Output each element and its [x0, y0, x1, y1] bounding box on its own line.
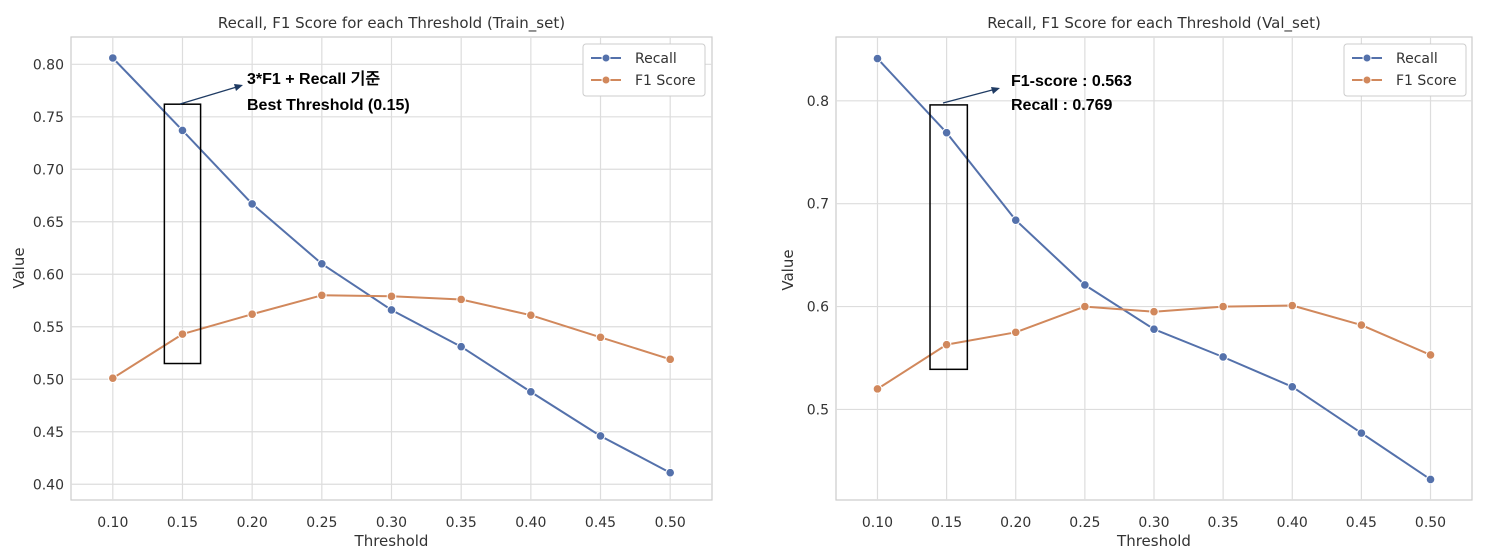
val-recall-point — [941, 127, 952, 138]
val-annotation-arrow — [942, 88, 997, 104]
train-annotation-arrowhead — [234, 84, 243, 91]
train-recall-point — [177, 125, 188, 136]
val-annotation-line-2: Recall : 0.769 — [1011, 97, 1113, 114]
val-annotation-arrowhead — [991, 87, 1000, 94]
train-y-axis-label: Value — [10, 247, 28, 288]
train-y-tick-label: 0.40 — [33, 477, 64, 493]
val-legend: Recall F1 Score — [1343, 43, 1467, 97]
val-x-axis-label: Threshold — [1116, 532, 1191, 550]
val-x-tick-label: 0.20 — [1000, 515, 1031, 531]
train-highlight-box — [163, 103, 202, 365]
train-recall-point — [526, 387, 536, 397]
val-f1-point — [872, 384, 883, 394]
train-f1-point — [177, 329, 188, 339]
train-y-tick-label: 0.45 — [33, 425, 64, 441]
train-legend-f1-marker — [601, 75, 611, 85]
val-highlight-box — [929, 104, 969, 371]
train-f1-point — [247, 309, 257, 319]
val-recall-point — [1010, 215, 1021, 225]
val-f1-point — [1010, 327, 1021, 338]
train-f1-point — [595, 332, 606, 343]
train-recall-point — [317, 258, 327, 269]
val-recall-point — [872, 53, 883, 64]
train-recall-point — [456, 341, 466, 352]
val-legend-recall-marker — [1362, 53, 1372, 63]
val-x-tick-label: 0.40 — [1277, 515, 1308, 531]
train-x-tick-label: 0.30 — [376, 515, 407, 531]
train-annotation: 3*F1 + Recall 기준 Best Threshold (0.15) — [179, 70, 410, 114]
val-f1-point — [1149, 306, 1159, 317]
val-legend-f1-label: F1 Score — [1396, 73, 1457, 89]
train-x-tick-label: 0.25 — [306, 515, 337, 531]
val-recall-point — [1080, 280, 1090, 290]
train-y-tick-label: 0.50 — [33, 372, 64, 388]
val-y-axis-label: Value — [779, 249, 797, 290]
train-recall-point — [108, 53, 118, 63]
val-x-tick-label: 0.35 — [1208, 515, 1239, 531]
train-recall-point — [665, 467, 675, 478]
val-f1-point — [1080, 301, 1090, 312]
val-f1-point — [1425, 350, 1436, 360]
train-x-tick-label: 0.50 — [655, 515, 686, 531]
train-recall-point — [386, 305, 397, 315]
train-legend: Recall F1 Score — [582, 43, 706, 97]
val-f1-point — [941, 339, 952, 350]
train-f1-point — [526, 310, 536, 321]
val-y-tick-label: 0.7 — [807, 197, 829, 213]
val-legend-f1-marker — [1362, 75, 1372, 85]
train-x-tick-label: 0.10 — [97, 515, 128, 531]
train-chart: 0.10 0.15 0.20 0.25 0.30 0.35 0.40 0.45 0.50 0.40… — [10, 14, 713, 550]
train-annotation-line-1: 3*F1 + Recall 기준 — [247, 70, 380, 88]
val-recall-point — [1149, 324, 1159, 335]
val-y-tick-label: 0.5 — [807, 402, 829, 418]
val-chart: 0.10 0.15 0.20 0.25 0.30 0.35 0.40 0.45 0.50 0.5 0… — [779, 14, 1473, 550]
val-recall-point — [1287, 382, 1298, 392]
train-y-tick-label: 0.75 — [33, 110, 64, 126]
train-x-tick-label: 0.20 — [237, 515, 268, 531]
val-x-tick-label: 0.25 — [1069, 515, 1100, 531]
val-y-tick-label: 0.8 — [807, 94, 829, 110]
val-x-tick-label: 0.50 — [1415, 515, 1446, 531]
train-y-tick-label: 0.80 — [33, 57, 64, 73]
val-recall-point — [1425, 474, 1436, 485]
val-x-tick-label: 0.30 — [1138, 515, 1169, 531]
val-annotation: F1-score : 0.563 Recall : 0.769 — [942, 73, 1132, 114]
train-f1-point — [108, 373, 118, 384]
train-chart-title: Recall, F1 Score for each Threshold (Tra… — [218, 14, 565, 33]
val-f1-point — [1356, 320, 1367, 330]
train-x-tick-label: 0.35 — [446, 515, 477, 531]
train-y-tick-label: 0.70 — [33, 162, 64, 178]
val-y-tick-label: 0.6 — [807, 300, 829, 316]
train-f1-point — [386, 291, 397, 302]
val-x-tick-label: 0.15 — [931, 515, 962, 531]
train-legend-recall-marker — [601, 53, 611, 63]
train-x-axis-label: Threshold — [354, 532, 429, 550]
val-recall-point — [1218, 352, 1228, 362]
train-x-tick-label: 0.45 — [585, 515, 616, 531]
train-legend-f1-label: F1 Score — [635, 73, 696, 89]
train-y-tick-label: 0.65 — [33, 215, 64, 231]
val-f1-point — [1218, 301, 1228, 312]
train-annotation-arrow — [179, 85, 241, 105]
val-x-tick-label: 0.45 — [1346, 515, 1377, 531]
train-y-tick-label: 0.55 — [33, 320, 64, 336]
train-recall-point — [247, 199, 257, 209]
val-annotation-line-1: F1-score : 0.563 — [1011, 73, 1132, 90]
train-recall-point — [595, 431, 606, 441]
train-annotation-line-2: Best Threshold (0.15) — [247, 97, 410, 114]
train-x-tick-label: 0.40 — [515, 515, 546, 531]
val-chart-title: Recall, F1 Score for each Threshold (Val… — [987, 14, 1321, 33]
val-legend-recall-label: Recall — [1396, 51, 1438, 67]
train-x-tick-label: 0.15 — [167, 515, 198, 531]
val-x-tick-label: 0.10 — [862, 515, 893, 531]
train-y-tick-label: 0.60 — [33, 267, 64, 283]
train-f1-point — [317, 290, 327, 301]
train-legend-recall-label: Recall — [635, 51, 677, 67]
train-f1-point — [456, 294, 466, 305]
train-f1-point — [665, 354, 675, 365]
val-recall-point — [1356, 428, 1367, 438]
val-f1-point — [1287, 300, 1298, 311]
